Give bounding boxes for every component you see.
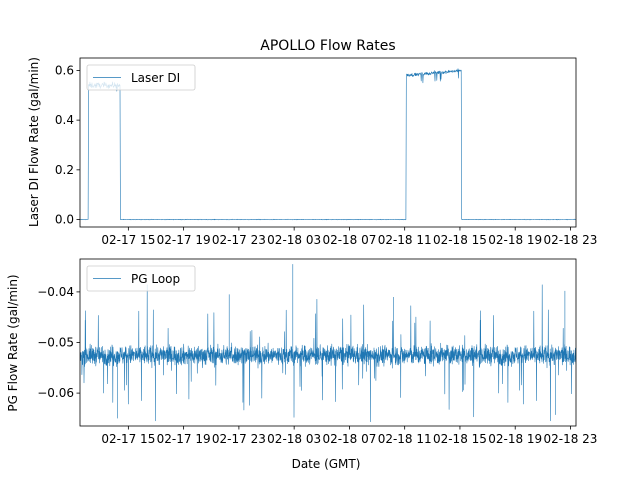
x-tick-label-laser-di: 02-18 07 <box>322 233 376 247</box>
x-tick-label-laser-di: 02-17 15 <box>101 233 155 247</box>
y-tick-label-laser-di: 0.4 <box>55 113 74 127</box>
x-tick-label-pg-loop: 02-18 11 <box>378 432 432 446</box>
legend-pg-loop: PG Loop <box>86 265 196 292</box>
y-tick-label-pg-loop: −0.05 <box>37 336 74 350</box>
x-tick-label-pg-loop: 02-17 23 <box>212 432 266 446</box>
x-tick-label-pg-loop: 02-18 15 <box>433 432 487 446</box>
chart-title: APOLLO Flow Rates <box>260 38 395 54</box>
legend-label-pg-loop: PG Loop <box>131 272 180 286</box>
x-tick-label-pg-loop: 02-17 15 <box>101 432 155 446</box>
y-axis-label-pg-loop: PG Flow Rate (gal/min) <box>6 274 20 411</box>
x-tick-label-pg-loop: 02-18 03 <box>267 432 321 446</box>
axes-frame-laser-di <box>79 57 577 228</box>
legend-label-laser-di: Laser DI <box>131 71 180 85</box>
subplot-pg-loop: −0.06 −0.05 −0.04 02-17 15 02-17 19 02-17 23… <box>6 258 597 446</box>
x-tick-label-pg-loop: 02-17 19 <box>157 432 211 446</box>
subplot-laser-di: 0.00.20.40.6 02-17 15 02-17 19 02-17 23 02-… <box>27 57 597 247</box>
y-tick-label-laser-di: 0.0 <box>55 213 74 227</box>
x-tick-label-pg-loop: 02-18 07 <box>322 432 376 446</box>
x-tick-label-laser-di: 02-18 11 <box>378 233 432 247</box>
y-axis-label-laser-di: Laser DI Flow Rate (gal/min) <box>27 57 41 227</box>
x-tick-label-laser-di: 02-17 23 <box>212 233 266 247</box>
y-tick-label-pg-loop: −0.06 <box>37 386 74 400</box>
y-tick-label-pg-loop: −0.04 <box>37 285 74 299</box>
series-line-laser-di <box>80 68 576 221</box>
x-tick-label-laser-di: 02-18 23 <box>543 233 597 247</box>
y-tick-label-laser-di: 0.2 <box>55 163 74 177</box>
series-line-pg-loop <box>80 264 576 422</box>
x-tick-label-laser-di: 02-17 19 <box>157 233 211 247</box>
legend-box-laser-di <box>86 64 196 91</box>
x-tick-label-laser-di: 02-18 15 <box>433 233 487 247</box>
x-tick-label-pg-loop: 02-18 19 <box>488 432 542 446</box>
x-axis-label: Date (GMT) <box>292 457 361 471</box>
x-tick-label-pg-loop: 02-18 23 <box>543 432 597 446</box>
x-tick-label-laser-di: 02-18 03 <box>267 233 321 247</box>
legend-box-pg-loop <box>86 265 196 292</box>
legend-laser-di: Laser DI <box>86 64 196 91</box>
y-tick-label-laser-di: 0.6 <box>55 63 74 77</box>
x-tick-label-laser-di: 02-18 19 <box>488 233 542 247</box>
